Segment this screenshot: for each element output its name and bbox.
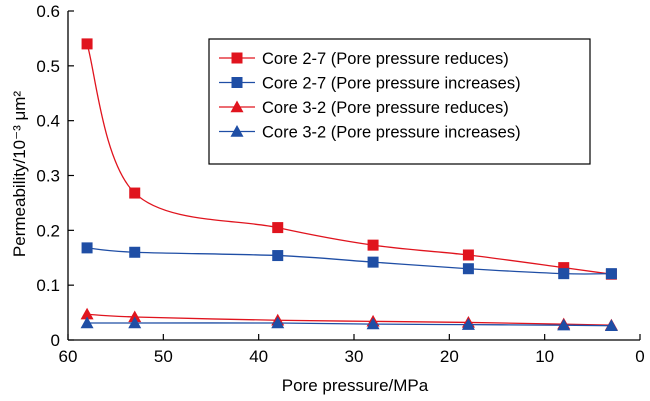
series-4 xyxy=(80,316,618,331)
data-point xyxy=(558,262,570,274)
data-point xyxy=(462,249,474,261)
x-tick-label: 20 xyxy=(440,347,459,366)
series-layer xyxy=(80,38,618,331)
data-point xyxy=(367,256,379,268)
data-point xyxy=(367,239,379,251)
y-tick-label: 0.2 xyxy=(36,221,60,240)
data-point xyxy=(558,268,570,280)
legend-marker xyxy=(230,100,244,113)
series-line xyxy=(87,247,612,275)
data-point xyxy=(129,246,141,258)
x-tick-label: 40 xyxy=(249,347,268,366)
legend-marker xyxy=(231,52,243,64)
x-tick-label: 30 xyxy=(345,347,364,366)
data-point xyxy=(128,310,142,323)
legend-label: Core 2-7 (Pore pressure increases) xyxy=(262,75,521,93)
data-point xyxy=(366,317,380,330)
y-tick-label: 0.6 xyxy=(36,2,60,21)
data-point xyxy=(461,318,475,330)
legend-label: Core 2-7 (Pore pressure reduces) xyxy=(262,50,509,68)
data-point xyxy=(80,316,94,329)
data-point xyxy=(272,250,284,262)
data-point xyxy=(604,319,618,331)
data-point xyxy=(272,222,284,234)
data-point xyxy=(129,187,141,199)
y-axis-title: Permeability/10⁻³ μm² xyxy=(10,91,29,257)
legend-label: Core 3-2 (Pore pressure reduces) xyxy=(262,99,509,117)
legend-label: Core 3-2 (Pore pressure increases) xyxy=(262,124,521,142)
y-tick-label: 0.4 xyxy=(36,112,60,131)
legend-marker xyxy=(231,77,243,88)
x-tick-label: 60 xyxy=(59,347,78,366)
y-tick-label: 0.1 xyxy=(36,276,60,295)
data-point xyxy=(271,316,285,329)
legend-box xyxy=(208,38,591,165)
x-tick-label: 0 xyxy=(635,347,644,366)
series-3 xyxy=(80,307,618,331)
y-tick-label: 0.5 xyxy=(36,57,60,76)
data-point xyxy=(462,263,474,275)
series-2 xyxy=(81,242,617,280)
data-point xyxy=(81,242,93,254)
series-line xyxy=(86,43,612,275)
data-point xyxy=(81,38,93,50)
x-axis-title: Pore pressure/MPa xyxy=(282,376,429,395)
axes: 0 0.1 0.2 0.3 0.4 0.5 0.6 60 50 40 30 20 10 0 xyxy=(36,2,644,366)
y-tick-label: 0.3 xyxy=(36,167,60,186)
data-point xyxy=(557,318,571,331)
y-tick-label: 0 xyxy=(51,331,60,350)
legend-marker xyxy=(230,125,244,137)
data-point xyxy=(128,316,142,329)
legend: Core 2-7 (Pore pressure reduces) Core 2-7… xyxy=(208,38,591,165)
x-tick-label: 50 xyxy=(154,347,173,366)
data-point xyxy=(80,307,94,320)
data-point xyxy=(605,268,617,280)
x-tick-label: 10 xyxy=(535,347,554,366)
